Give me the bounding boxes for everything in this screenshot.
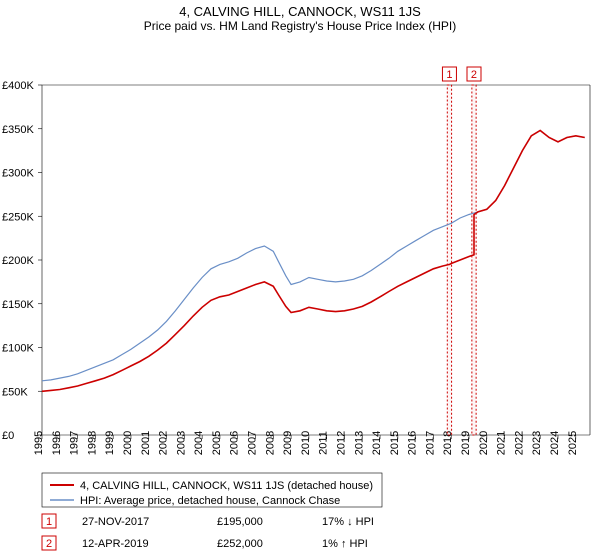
x-tick-label: 2000: [122, 431, 134, 455]
x-tick-label: 2017: [424, 431, 436, 455]
transaction-date: 12-APR-2019: [82, 538, 149, 550]
y-tick-label: £400K: [2, 80, 34, 92]
x-tick-label: 2001: [140, 431, 152, 455]
transaction-delta: 17% ↓ HPI: [322, 516, 374, 528]
legend-label: 4, CALVING HILL, CANNOCK, WS11 1JS (deta…: [80, 480, 373, 492]
x-tick-label: 1998: [86, 431, 98, 455]
x-tick-label: 2008: [264, 431, 276, 455]
x-tick-label: 2025: [567, 431, 579, 455]
x-tick-label: 1997: [69, 431, 81, 455]
price-paid-series: [42, 131, 585, 392]
x-tick-label: 1999: [104, 431, 116, 455]
x-tick-label: 2007: [247, 431, 259, 455]
x-tick-label: 2010: [300, 431, 312, 455]
x-tick-label: 2009: [282, 431, 294, 455]
x-tick-label: 2019: [460, 431, 472, 455]
x-tick-label: 2024: [549, 431, 561, 455]
transaction-date: 27-NOV-2017: [82, 516, 149, 528]
marker-band: [472, 85, 476, 435]
y-tick-label: £350K: [2, 124, 34, 136]
x-tick-label: 2016: [407, 431, 419, 455]
hpi-series: [42, 131, 585, 381]
x-tick-label: 1996: [51, 431, 63, 455]
y-tick-label: £300K: [2, 168, 34, 180]
y-tick-label: £250K: [2, 211, 34, 223]
x-tick-label: 2020: [478, 431, 490, 455]
y-tick-label: £150K: [2, 299, 34, 311]
transaction-price: £252,000: [217, 538, 263, 550]
y-tick-label: £0: [2, 430, 14, 442]
marker-label: 1: [446, 69, 452, 81]
x-tick-label: 2022: [513, 431, 525, 455]
transaction-marker-id: 2: [46, 538, 52, 550]
marker-label: 2: [471, 69, 477, 81]
x-tick-label: 1995: [33, 431, 45, 455]
marker-band: [447, 85, 451, 435]
x-tick-label: 2021: [496, 431, 508, 455]
transaction-price: £195,000: [217, 516, 263, 528]
chart-container: 4, CALVING HILL, CANNOCK, WS11 1JS Price…: [0, 0, 600, 560]
y-tick-label: £100K: [2, 343, 34, 355]
legend-label: HPI: Average price, detached house, Cann…: [80, 495, 340, 507]
x-tick-label: 2003: [175, 431, 187, 455]
y-tick-label: £200K: [2, 255, 34, 267]
x-tick-label: 2012: [335, 431, 347, 455]
x-tick-label: 2002: [158, 431, 170, 455]
x-tick-label: 2013: [353, 431, 365, 455]
transaction-marker-id: 1: [46, 516, 52, 528]
x-tick-label: 2006: [229, 431, 241, 455]
chart-subtitle: Price paid vs. HM Land Registry's House …: [0, 19, 600, 39]
x-tick-label: 2023: [531, 431, 543, 455]
x-tick-label: 2005: [211, 431, 223, 455]
chart-title: 4, CALVING HILL, CANNOCK, WS11 1JS: [0, 0, 600, 19]
x-tick-label: 2015: [389, 431, 401, 455]
y-tick-label: £50K: [2, 386, 28, 398]
x-tick-label: 2004: [193, 431, 205, 455]
transaction-delta: 1% ↑ HPI: [322, 538, 368, 550]
x-tick-label: 2014: [371, 431, 383, 455]
chart-svg: £0 £50K £100K £150K £200K £250K £300K £350K £400…: [0, 39, 600, 559]
